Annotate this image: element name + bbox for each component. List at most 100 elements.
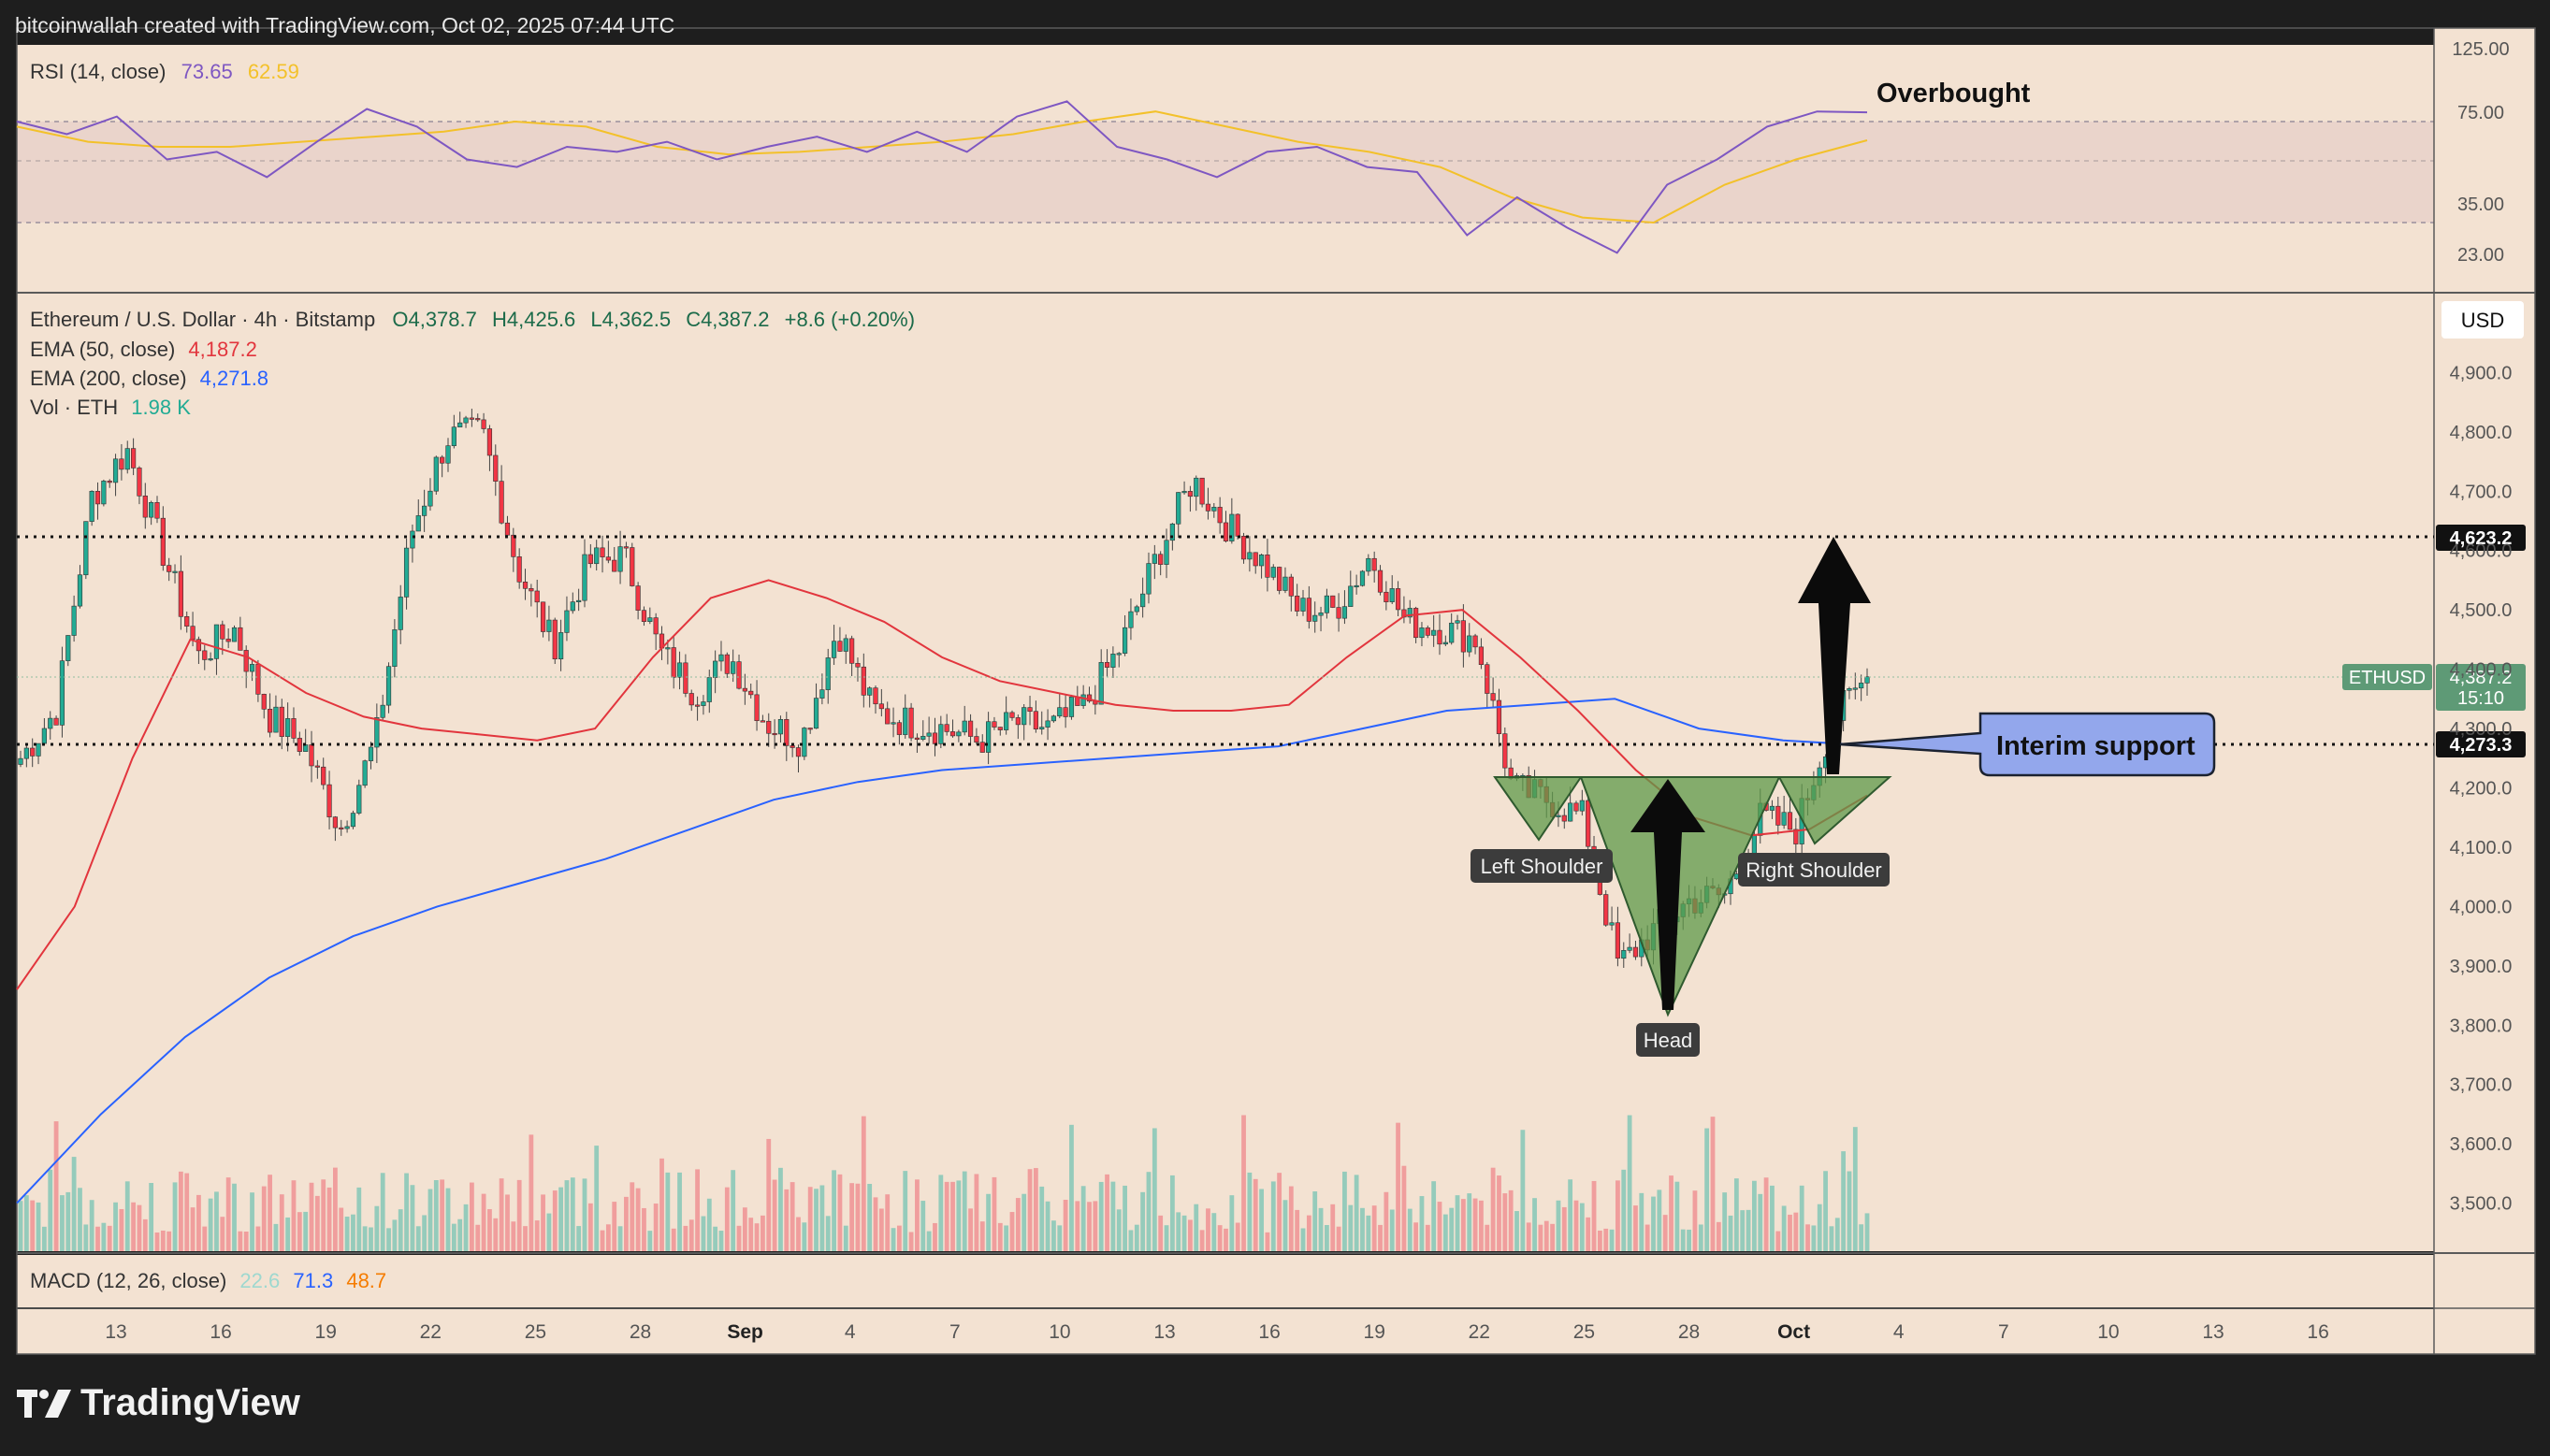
candle-body[interactable]	[630, 547, 635, 586]
candle-body[interactable]	[23, 747, 29, 759]
candle-body[interactable]	[1223, 522, 1229, 541]
candle-body[interactable]	[1015, 717, 1021, 726]
candle-body[interactable]	[440, 456, 445, 464]
candle-body[interactable]	[967, 720, 974, 737]
candle-body[interactable]	[1205, 503, 1211, 512]
candle-body[interactable]	[238, 627, 243, 651]
candle-body[interactable]	[172, 570, 178, 573]
candle-body[interactable]	[1371, 557, 1377, 571]
candle-body[interactable]	[273, 706, 279, 733]
candle-body[interactable]	[594, 547, 600, 565]
candle-body[interactable]	[706, 677, 712, 702]
candle-body[interactable]	[427, 490, 433, 507]
candle-body[interactable]	[802, 728, 807, 757]
candle-body[interactable]	[1793, 829, 1799, 844]
candle-body[interactable]	[516, 556, 522, 583]
candle-body[interactable]	[1021, 707, 1027, 726]
candle-body[interactable]	[795, 747, 802, 757]
candle-body[interactable]	[71, 605, 77, 636]
candle-body[interactable]	[1318, 613, 1324, 616]
candle-body[interactable]	[635, 585, 641, 611]
candle-body[interactable]	[261, 694, 267, 710]
candle-body[interactable]	[160, 517, 166, 566]
candle-body[interactable]	[511, 534, 516, 557]
candle-body[interactable]	[202, 650, 208, 660]
candle-body[interactable]	[1485, 664, 1490, 694]
candle-body[interactable]	[1122, 627, 1128, 654]
candle-body[interactable]	[1068, 697, 1075, 717]
candle-body[interactable]	[564, 610, 570, 633]
candle-body[interactable]	[974, 736, 979, 743]
candle-body[interactable]	[481, 419, 486, 429]
candle-body[interactable]	[107, 481, 112, 483]
candle-body[interactable]	[1258, 555, 1265, 567]
candle-body[interactable]	[1194, 477, 1199, 497]
candle-body[interactable]	[83, 521, 89, 576]
candle-body[interactable]	[18, 757, 23, 765]
candle-body[interactable]	[1769, 805, 1775, 811]
candle-body[interactable]	[1366, 557, 1371, 572]
candle-body[interactable]	[314, 765, 320, 768]
candle-body[interactable]	[1431, 629, 1437, 636]
candle-body[interactable]	[1472, 635, 1478, 648]
candle-body[interactable]	[1110, 654, 1116, 668]
candle-body[interactable]	[896, 722, 902, 735]
candle-body[interactable]	[623, 546, 630, 549]
rsi-line[interactable]	[16, 100, 1868, 254]
ema200-line[interactable]	[16, 698, 1868, 1204]
candle-body[interactable]	[742, 687, 747, 692]
candle-body[interactable]	[920, 735, 926, 741]
candle-body[interactable]	[1009, 712, 1015, 718]
candle-body[interactable]	[1063, 707, 1068, 717]
candle-body[interactable]	[451, 426, 456, 446]
candle-body[interactable]	[1039, 727, 1045, 729]
candle-body[interactable]	[908, 707, 914, 739]
candle-body[interactable]	[326, 784, 332, 817]
candle-body[interactable]	[1004, 712, 1009, 730]
candle-body[interactable]	[374, 716, 380, 748]
candle-body[interactable]	[297, 738, 302, 752]
candle-body[interactable]	[891, 722, 896, 725]
candle-body[interactable]	[279, 706, 284, 737]
candle-body[interactable]	[617, 546, 623, 572]
candle-body[interactable]	[410, 530, 415, 549]
candle-body[interactable]	[701, 701, 706, 706]
candle-body[interactable]	[1312, 614, 1318, 622]
candle-body[interactable]	[1359, 570, 1366, 586]
candle-body[interactable]	[1733, 873, 1739, 880]
candle-body[interactable]	[362, 760, 368, 786]
candle-body[interactable]	[94, 490, 101, 505]
candle-body[interactable]	[1395, 588, 1401, 611]
candle-body[interactable]	[855, 663, 861, 668]
candle-body[interactable]	[1104, 662, 1110, 668]
candle-body[interactable]	[486, 428, 493, 456]
candle-body[interactable]	[1235, 513, 1240, 537]
candle-body[interactable]	[339, 827, 344, 829]
candle-body[interactable]	[718, 654, 724, 662]
candle-body[interactable]	[1277, 567, 1282, 591]
candle-body[interactable]	[309, 744, 314, 767]
candle-body[interactable]	[956, 731, 962, 737]
candle-body[interactable]	[1336, 607, 1341, 619]
candle-body[interactable]	[1050, 715, 1057, 722]
candle-body[interactable]	[777, 719, 784, 735]
candle-body[interactable]	[167, 565, 172, 572]
candle-body[interactable]	[558, 632, 564, 660]
candle-body[interactable]	[587, 554, 593, 565]
candle-body[interactable]	[1496, 699, 1502, 734]
candle-body[interactable]	[303, 744, 309, 752]
candle-body[interactable]	[137, 468, 142, 497]
candle-body[interactable]	[1407, 608, 1413, 618]
candle-body[interactable]	[570, 601, 575, 612]
candle-body[interactable]	[356, 785, 362, 814]
candle-body[interactable]	[1775, 805, 1781, 826]
candle-body[interactable]	[1240, 536, 1247, 560]
candle-body[interactable]	[445, 445, 451, 464]
candle-body[interactable]	[255, 664, 261, 695]
candle-body[interactable]	[552, 619, 558, 660]
candle-body[interactable]	[77, 574, 83, 607]
candlesticks[interactable]	[18, 409, 1870, 969]
candle-body[interactable]	[469, 417, 474, 420]
candle-body[interactable]	[196, 639, 202, 652]
